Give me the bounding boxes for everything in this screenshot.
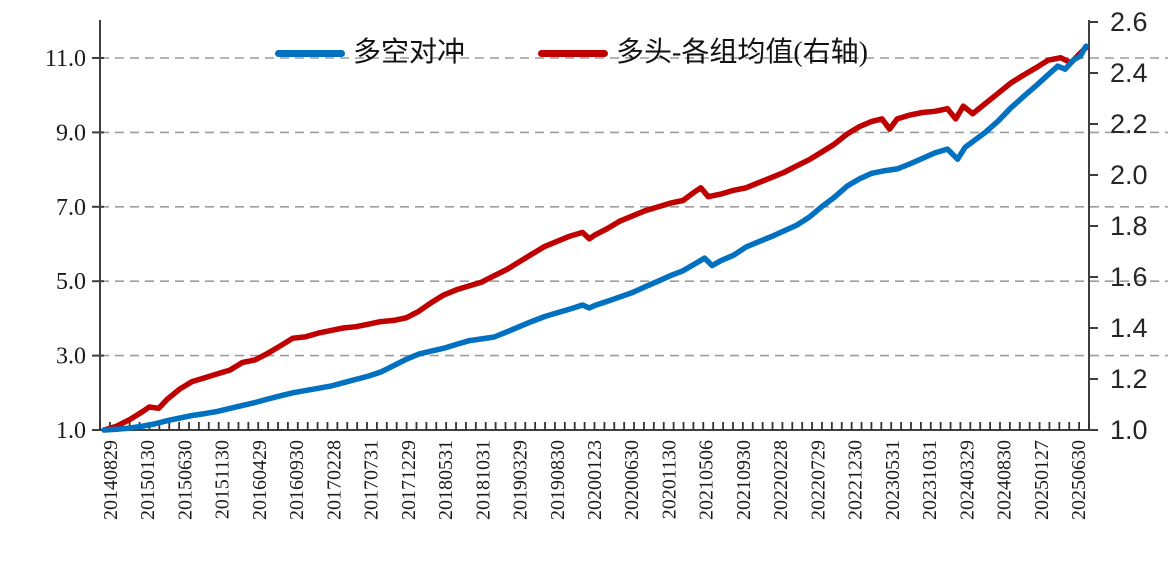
x-axis-tick-label: 20250127 xyxy=(1031,440,1053,520)
x-axis-tick-label: 20171229 xyxy=(398,440,420,520)
x-axis-labels: 20140829 20150130 20150630 20151130 20160429… xyxy=(100,440,1090,520)
x-axis-tick-label: 20240329 xyxy=(956,440,978,520)
right-axis-tick-label: 2.0 xyxy=(1110,160,1148,190)
x-axis-tick-label: 20150630 xyxy=(174,440,196,520)
x-axis-tick-label: 20231031 xyxy=(919,440,941,520)
x-axis-tick-label: 20200123 xyxy=(584,440,606,520)
x-axis-tick-label: 20180531 xyxy=(435,440,457,520)
x-axis-tick-label: 20250630 xyxy=(1068,440,1090,520)
right-axis-tick-label: 1.4 xyxy=(1110,313,1148,343)
x-axis-tick-label: 20150130 xyxy=(137,440,159,520)
axes xyxy=(99,20,1090,431)
x-axis-tick-label: 20220228 xyxy=(770,440,792,520)
x-axis-tick-label: 20140829 xyxy=(100,440,122,520)
x-axis-tick-label: 20221230 xyxy=(845,440,867,520)
x-axis-tick-label: 20190830 xyxy=(547,440,569,520)
series-line-long-minus-group-mean xyxy=(101,44,1089,433)
right-axis-tick-label: 1.2 xyxy=(1110,364,1148,394)
x-axis-tick-label: 20170228 xyxy=(323,440,345,520)
right-axis-tick-label: 1.6 xyxy=(1110,262,1148,292)
left-axis-tick-label: 7.0 xyxy=(56,195,86,221)
x-axis-tick-label: 20151130 xyxy=(212,440,234,519)
left-axis-tick-label: 1.0 xyxy=(56,418,86,444)
x-axis-tick-label: 20210930 xyxy=(733,440,755,520)
x-axis-tick-label: 20210506 xyxy=(696,440,718,520)
right-axis-tick-label: 2.2 xyxy=(1110,109,1148,139)
x-axis-tick-label: 20160930 xyxy=(286,440,308,520)
x-axis-tick-label: 20220729 xyxy=(807,440,829,520)
right-axis-tick-label: 1.8 xyxy=(1110,211,1148,241)
x-axis-tick-label: 20201130 xyxy=(658,440,680,519)
x-axis-tick-label: 20181031 xyxy=(472,440,494,520)
x-axis-tick-label: 20170731 xyxy=(361,440,383,520)
right-axis-tick-label: 2.4 xyxy=(1110,58,1148,88)
right-axis-ticks: 2.6 2.4 2.2 2.0 1.8 1.6 1.4 1.2 1.0 xyxy=(1089,7,1148,445)
x-axis-tick-label: 20200630 xyxy=(621,440,643,520)
left-axis-tick-label: 5.0 xyxy=(56,269,86,295)
series-line-long-short-hedge xyxy=(101,43,1089,433)
gridlines xyxy=(100,57,1168,357)
left-axis-tick-label: 11.0 xyxy=(45,46,86,72)
left-axis-ticks: 11.0 9.0 7.0 5.0 3.0 1.0 xyxy=(45,46,104,444)
x-axis-tick-label: 20240830 xyxy=(994,440,1016,520)
right-axis-tick-label: 2.6 xyxy=(1110,7,1148,37)
x-axis-tick-label: 20160429 xyxy=(249,440,271,520)
x-axis-tick-label: 20230531 xyxy=(882,440,904,520)
x-axis-minor-ticks xyxy=(99,422,1090,430)
right-axis-tick-label: 1.0 xyxy=(1110,415,1148,445)
left-axis-tick-label: 9.0 xyxy=(56,120,86,146)
left-axis-tick-label: 3.0 xyxy=(56,344,86,370)
x-axis-tick-label: 20190329 xyxy=(510,440,532,520)
